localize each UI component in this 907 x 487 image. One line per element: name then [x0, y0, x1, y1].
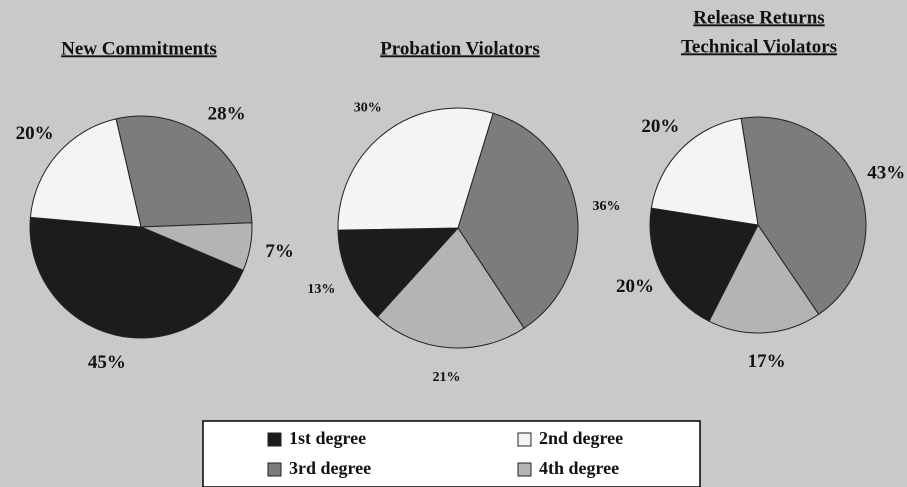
data-label: 20% — [616, 276, 654, 297]
pie-slice — [457, 112, 579, 329]
pie-slice — [115, 115, 253, 228]
legend-swatch — [517, 462, 532, 477]
data-label: 20% — [16, 123, 54, 144]
pie-slice — [29, 118, 142, 228]
legend-swatch — [267, 432, 282, 447]
legend-label: 3rd degree — [289, 458, 371, 478]
data-label: 36% — [592, 199, 620, 214]
data-label: 28% — [208, 103, 246, 124]
pie-slice — [29, 216, 244, 339]
legend-label: 1st degree — [289, 428, 366, 448]
legend-label: 2nd degree — [539, 428, 623, 448]
chart-title: Probation Violators — [380, 38, 540, 59]
legend-swatch — [517, 432, 532, 447]
pie-slice — [740, 116, 867, 316]
legend-box — [202, 420, 701, 487]
chart-title: Release Returns — [693, 7, 824, 28]
data-label: 20% — [641, 116, 679, 137]
data-label: 21% — [432, 370, 460, 385]
pie-slice — [337, 107, 494, 231]
data-label: 45% — [88, 352, 126, 373]
pie-slice — [649, 207, 759, 322]
pie-slice — [376, 227, 525, 349]
pie-slice — [337, 227, 460, 318]
data-label: 43% — [867, 163, 905, 184]
legend-swatch — [267, 462, 282, 477]
data-label: 7% — [265, 241, 294, 262]
data-label: 17% — [748, 351, 786, 372]
data-label: 13% — [307, 282, 335, 297]
legend-label: 4th degree — [539, 458, 619, 478]
pie-slice — [650, 117, 759, 226]
data-label: 30% — [354, 100, 382, 115]
pie-slice — [708, 224, 820, 334]
chart-title: Technical Violators — [681, 36, 837, 57]
chart-title: New Commitments — [61, 38, 217, 59]
